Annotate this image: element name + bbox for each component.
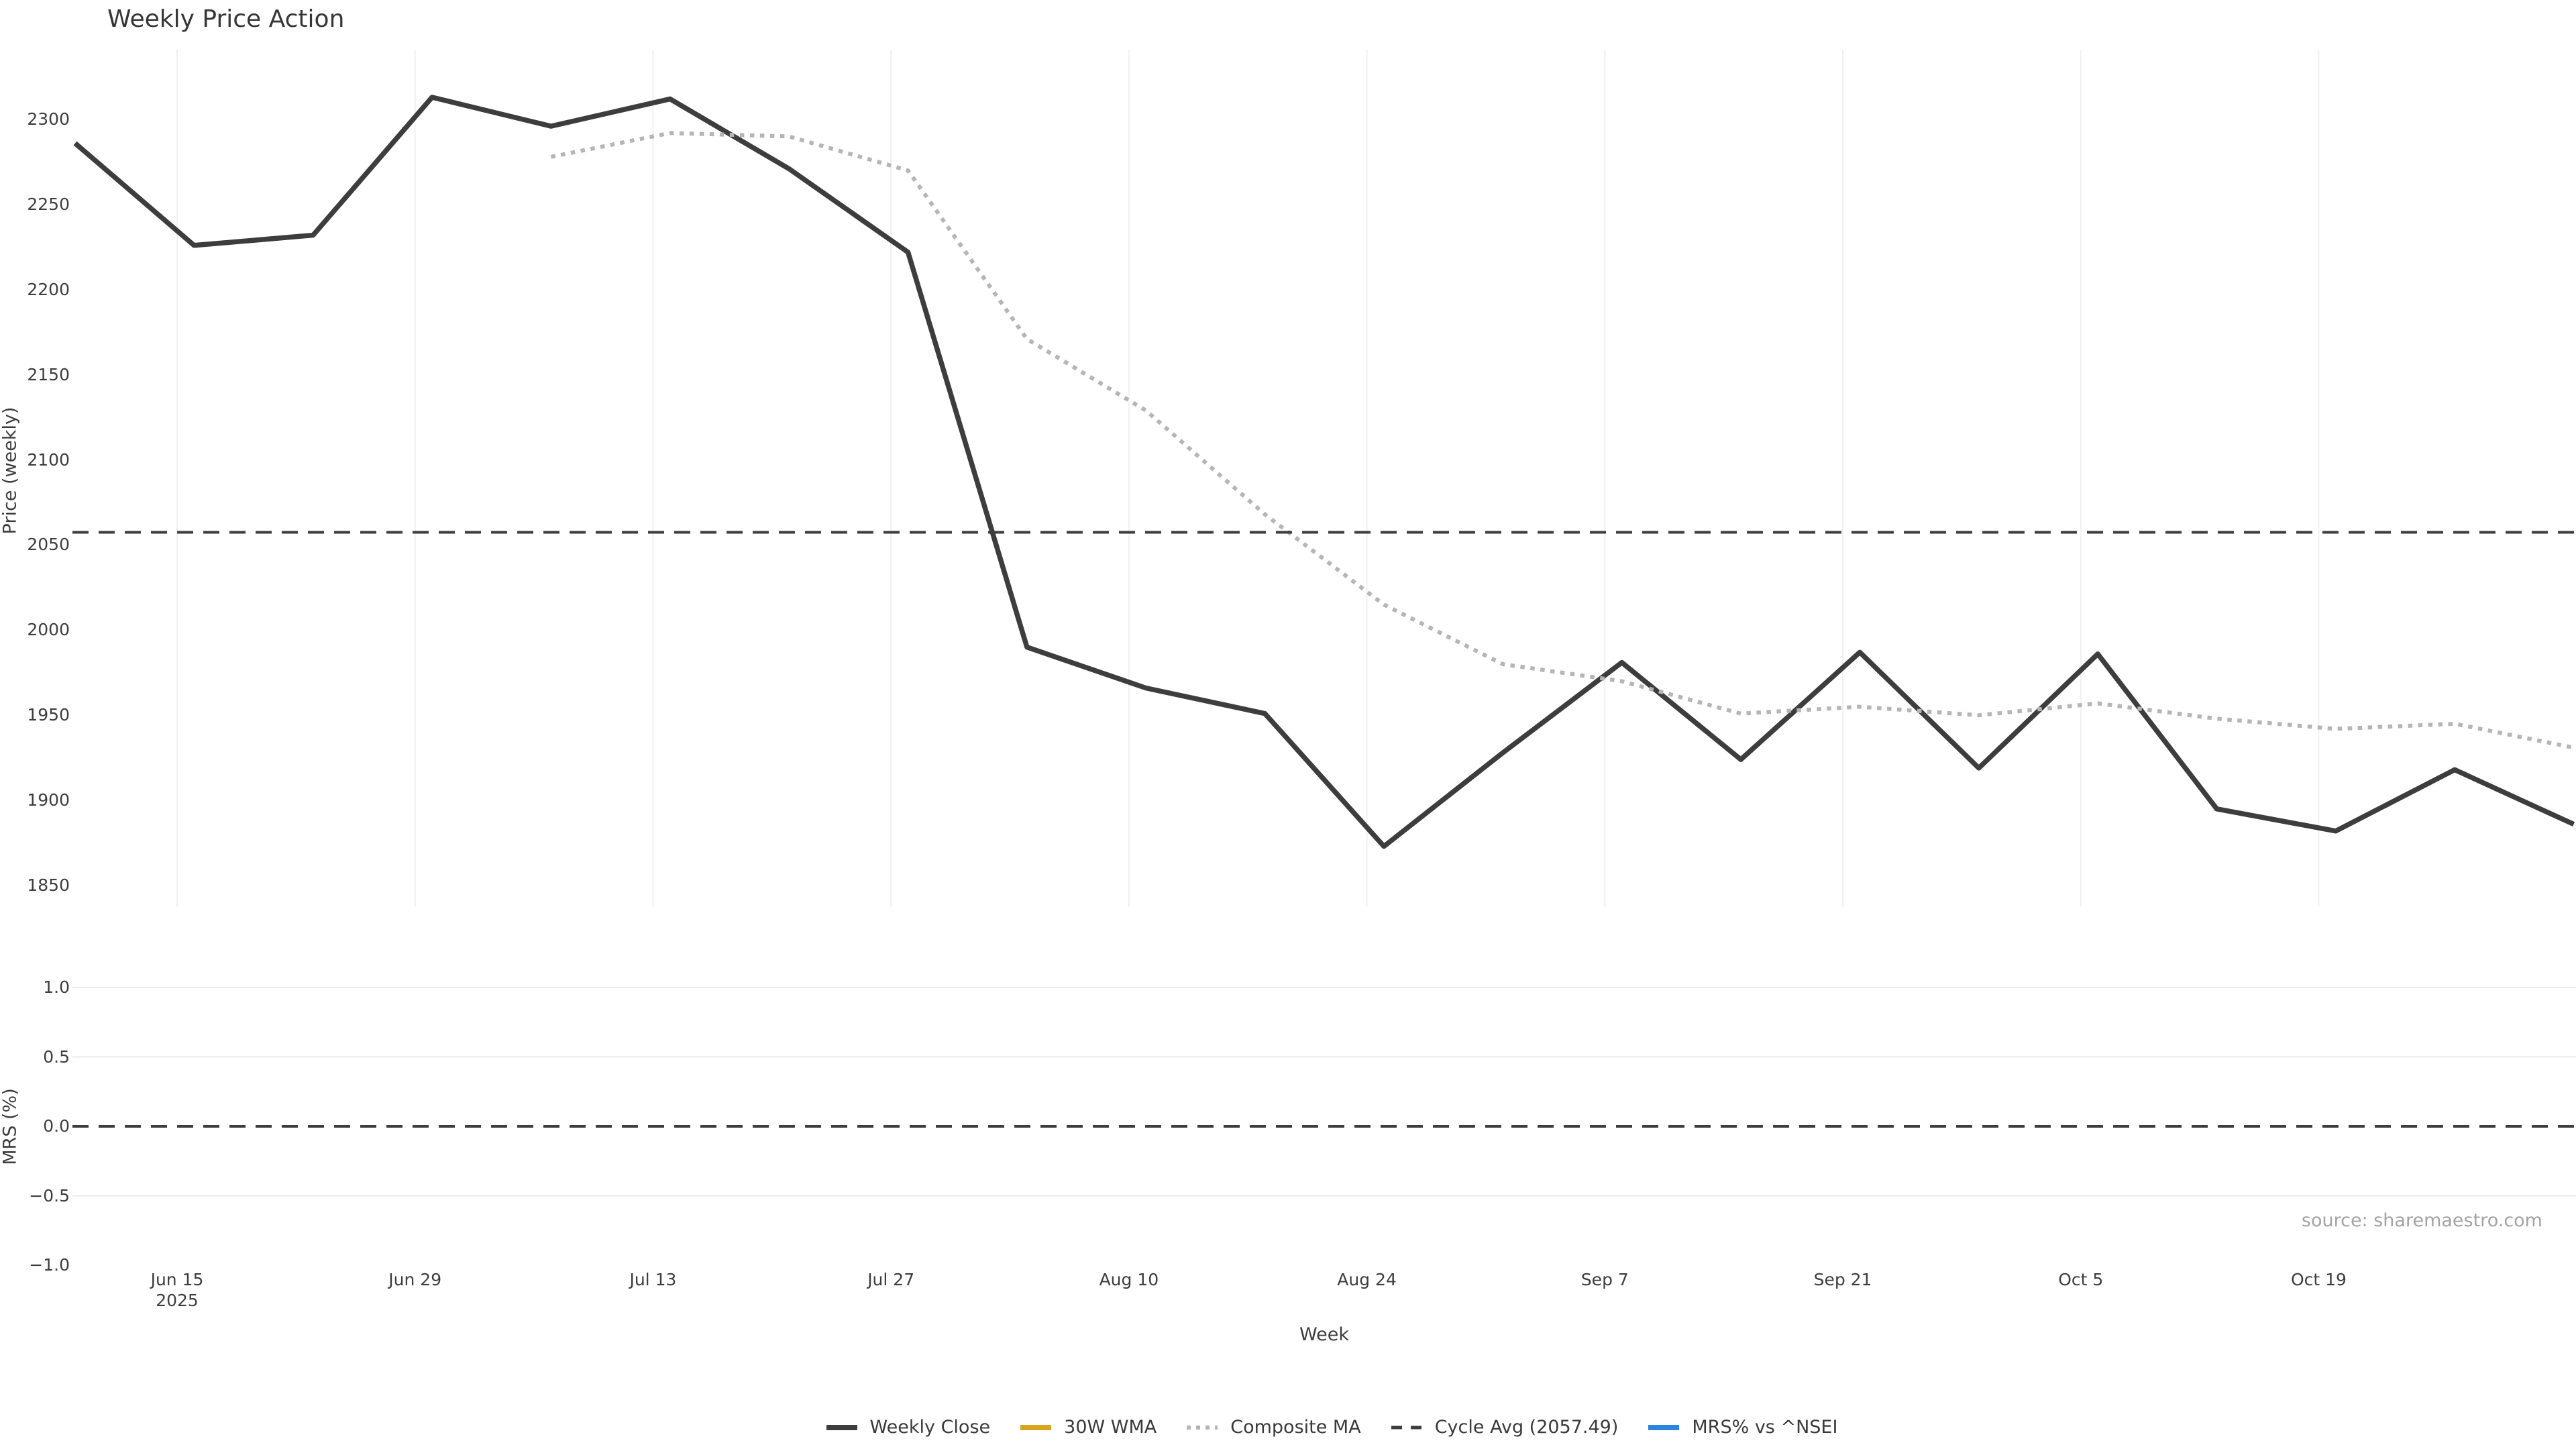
legend-item: MRS% vs ^NSEI bbox=[1646, 1417, 1837, 1438]
source-note: source: sharemaestro.com bbox=[2301, 1210, 2542, 1231]
x-tick-line1: Jun 29 bbox=[388, 1270, 442, 1289]
x-tick-line1: Aug 24 bbox=[1337, 1270, 1397, 1289]
legend-item: Composite MA bbox=[1185, 1417, 1361, 1438]
legend-line-icon bbox=[1648, 1424, 1680, 1430]
mrs-y-tick-label: −1.0 bbox=[29, 1255, 70, 1275]
x-tick-label: Oct 19 bbox=[2245, 1269, 2392, 1290]
x-tick-line1: Oct 19 bbox=[2290, 1270, 2347, 1289]
x-tick-label: Jun 15 2025 bbox=[103, 1269, 251, 1311]
legend-line-icon bbox=[826, 1424, 857, 1430]
x-tick-line1: Oct 5 bbox=[2058, 1270, 2104, 1289]
price-y-tick-label: 1850 bbox=[27, 875, 70, 895]
price-y-tick-label: 2100 bbox=[27, 449, 70, 470]
x-tick-label: Jun 29 bbox=[341, 1269, 489, 1290]
x-tick-line1: Jun 15 bbox=[150, 1270, 204, 1289]
legend-item: Weekly Close bbox=[824, 1417, 991, 1438]
price-y-tick-label: 2000 bbox=[27, 620, 70, 640]
x-tick-line2: 2025 bbox=[156, 1291, 199, 1310]
x-tick-label: Sep 7 bbox=[1531, 1269, 1678, 1290]
legend-item: Cycle Avg (2057.49) bbox=[1389, 1417, 1619, 1438]
price-y-tick-label: 2200 bbox=[27, 279, 70, 299]
legend-label: Weekly Close bbox=[869, 1417, 991, 1438]
legend-item: 30W WMA bbox=[1018, 1417, 1157, 1438]
mrs-y-tick-label: −0.5 bbox=[29, 1185, 70, 1205]
x-tick-line1: Sep 7 bbox=[1580, 1270, 1629, 1289]
mrs-y-tick-label: 0.5 bbox=[43, 1046, 70, 1067]
price-y-tick-label: 1950 bbox=[27, 705, 70, 725]
legend-line-icon bbox=[1391, 1426, 1422, 1429]
x-tick-line1: Jul 13 bbox=[629, 1270, 677, 1289]
x-tick-label: Oct 5 bbox=[2007, 1269, 2155, 1290]
price-y-tick-label: 2150 bbox=[27, 364, 70, 384]
legend-label: Cycle Avg (2057.49) bbox=[1434, 1417, 1619, 1438]
x-tick-label: Sep 21 bbox=[1769, 1269, 1917, 1290]
x-tick-line1: Jul 27 bbox=[867, 1270, 915, 1289]
legend-line-icon bbox=[1187, 1425, 1218, 1430]
legend: Weekly Close 30W WMA Composite MA Cycle … bbox=[43, 1417, 2576, 1438]
price-y-tick-label: 2250 bbox=[27, 194, 70, 214]
mrs-y-tick-label: 1.0 bbox=[43, 977, 70, 997]
x-axis-label: Week bbox=[1299, 1324, 1349, 1345]
legend-label: Composite MA bbox=[1230, 1417, 1361, 1438]
price-y-tick-label: 2300 bbox=[27, 109, 70, 129]
x-tick-label: Jul 13 bbox=[579, 1269, 727, 1290]
x-tick-line1: Aug 10 bbox=[1099, 1270, 1159, 1289]
price-y-tick-label: 1900 bbox=[27, 790, 70, 810]
legend-line-icon bbox=[1020, 1424, 1052, 1430]
chart-title: Weekly Price Action bbox=[107, 5, 345, 33]
x-tick-line1: Sep 21 bbox=[1813, 1270, 1872, 1289]
legend-label: MRS% vs ^NSEI bbox=[1692, 1417, 1838, 1438]
x-tick-label: Aug 24 bbox=[1293, 1269, 1441, 1290]
x-tick-label: Aug 10 bbox=[1055, 1269, 1203, 1290]
price-y-tick-label: 2050 bbox=[27, 535, 70, 555]
x-tick-label: Jul 27 bbox=[817, 1269, 965, 1290]
mrs-y-tick-label: 0.0 bbox=[43, 1116, 70, 1136]
legend-label: 30W WMA bbox=[1064, 1417, 1157, 1438]
